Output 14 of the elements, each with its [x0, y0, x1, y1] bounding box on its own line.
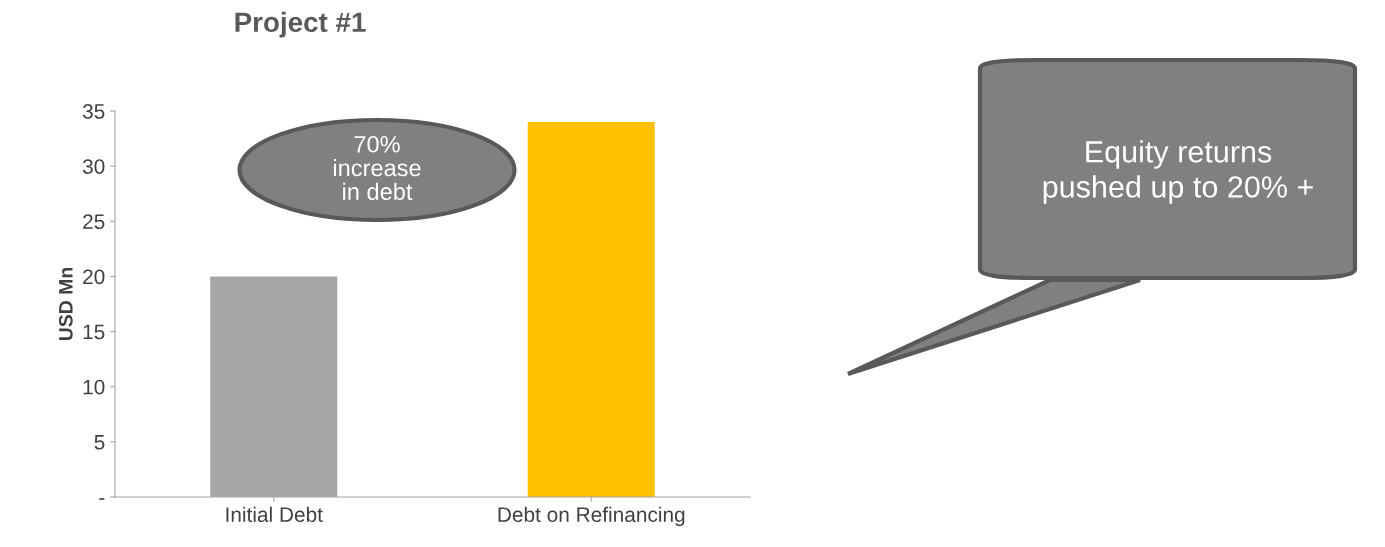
- y-tick-label: 15: [83, 324, 105, 340]
- y-tick-label: 5: [94, 435, 105, 450]
- chart-title: Project #1: [235, 11, 366, 38]
- y-tick-label: -: [99, 498, 105, 500]
- x-tick-label: Debt on Refinancing: [498, 506, 685, 527]
- y-tick-label: 25: [83, 214, 105, 230]
- y-axis-title: USD Mn: [58, 267, 73, 341]
- y-tick-label: 20: [83, 269, 105, 285]
- annotation: 70% increase in debt: [333, 135, 421, 201]
- text: Equity returns pushed up to 20% +: [1043, 140, 1313, 204]
- y-tick-label: 35: [82, 104, 105, 119]
- y-tick-label: 10: [83, 379, 105, 395]
- x-tick-label: Initial Debt: [226, 506, 323, 523]
- y-tick-label: 30: [82, 159, 105, 174]
